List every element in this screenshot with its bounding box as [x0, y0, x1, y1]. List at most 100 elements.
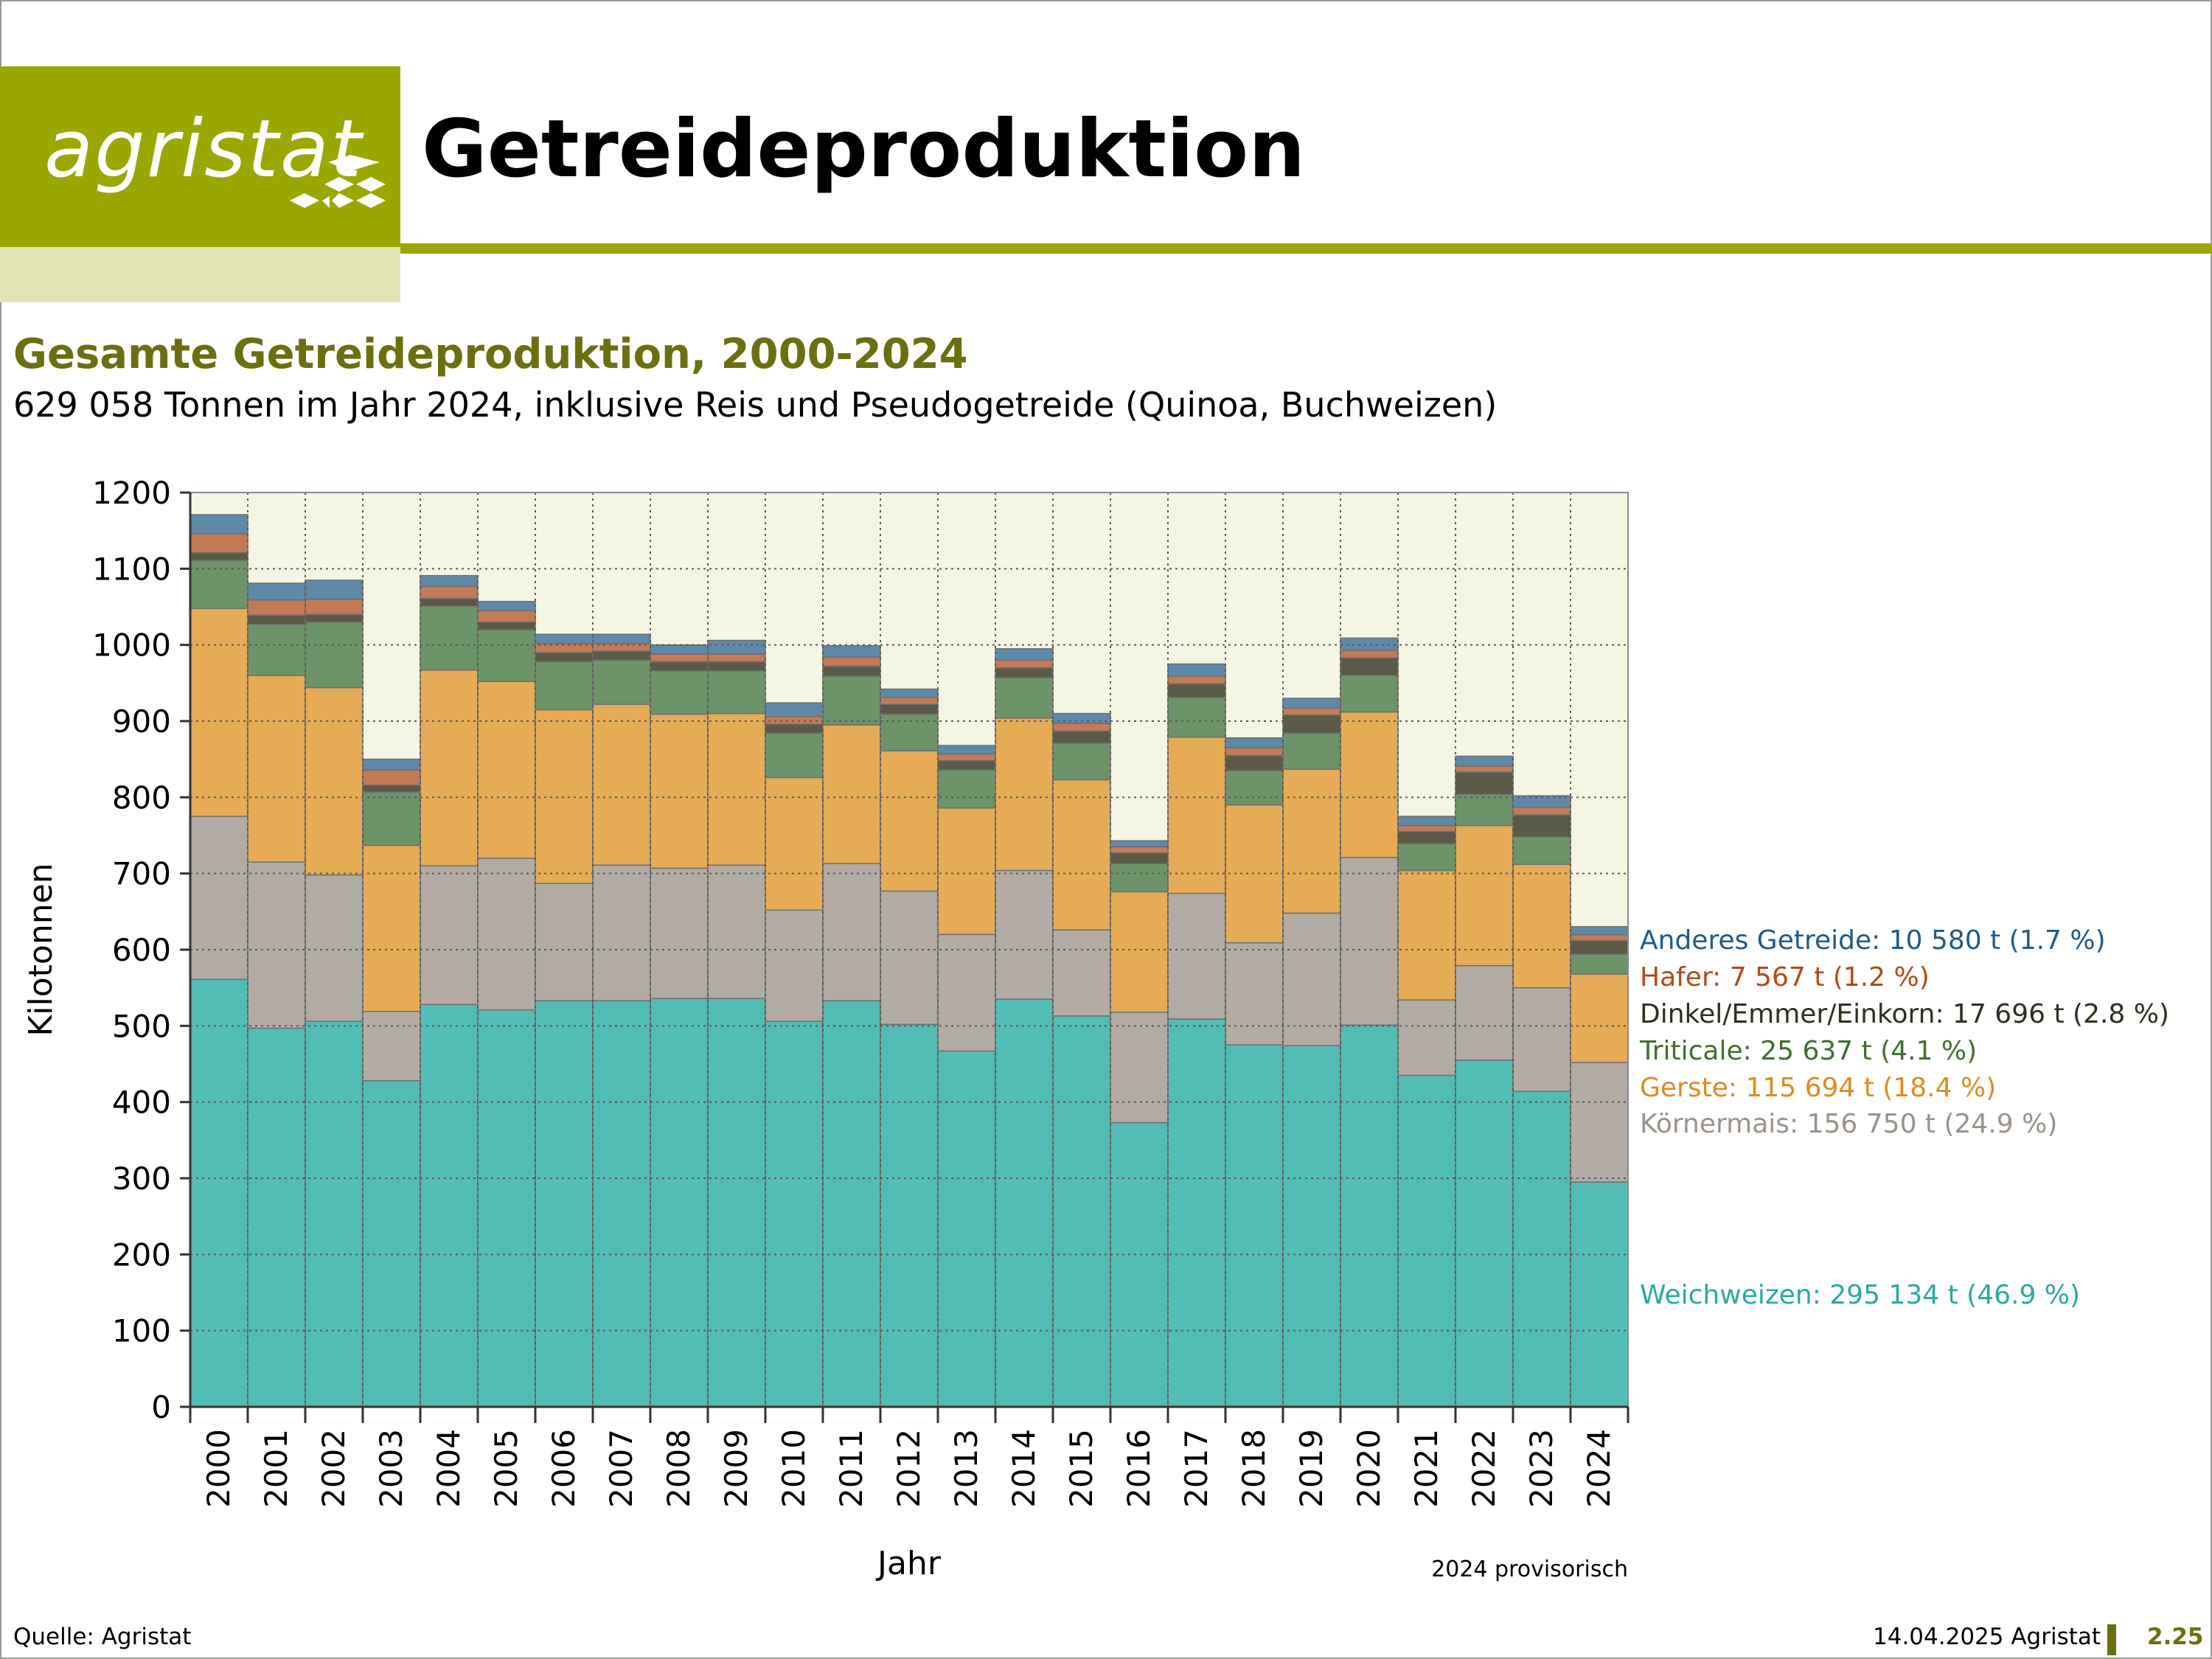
bar-segment: [189, 815, 248, 981]
bar-segment: [995, 667, 1054, 678]
legend-entry: Hafer: 7 567 t (1.2 %): [1640, 962, 1930, 992]
bar-segment: [420, 605, 479, 671]
bar-segment: [1052, 723, 1111, 732]
bar-segment: [535, 1000, 594, 1408]
bar-segment: [1397, 869, 1456, 1001]
bar-segment: [305, 580, 364, 600]
bar-segment: [1340, 637, 1399, 651]
bar-segment: [1455, 824, 1514, 967]
bar-segment: [189, 608, 248, 817]
bar-segment: [420, 669, 479, 867]
legend-entry: Triticale: 25 637 t (4.1 %): [1639, 1036, 1977, 1066]
bar-segment: [1110, 863, 1169, 893]
bar-segment: [1570, 1181, 1629, 1408]
bar-segment: [1110, 840, 1169, 848]
bar-segment: [1225, 942, 1284, 1046]
bar-segment: [535, 883, 594, 1001]
x-tick-label: 2023: [1523, 1429, 1559, 1508]
bar-segment: [880, 750, 939, 892]
bar-segment: [420, 597, 479, 607]
bar-segment: [1397, 831, 1456, 845]
x-tick-label: 2011: [833, 1429, 869, 1508]
bar-segment: [1052, 742, 1111, 781]
x-tick-label: 2008: [661, 1429, 697, 1508]
provisional-note: 2024 provisorisch: [1431, 1557, 1628, 1582]
bar-segment: [937, 807, 996, 936]
bar-segment: [247, 675, 306, 863]
bar-segment: [592, 650, 651, 661]
bar-segment: [247, 614, 306, 625]
bar-segment: [1167, 683, 1226, 698]
bar-segment: [1397, 999, 1456, 1077]
bar-segment: [420, 585, 479, 599]
bar-segment: [1455, 771, 1514, 795]
y-tick-label: 1200: [92, 475, 171, 511]
bar-segment: [1397, 824, 1456, 832]
bar-segment: [1110, 1011, 1169, 1124]
bar-segment: [362, 785, 421, 793]
header-rule: [400, 243, 2212, 254]
x-tick-label: 2016: [1121, 1429, 1157, 1508]
x-tick-label: 2015: [1063, 1429, 1099, 1508]
bar-segment: [189, 978, 248, 1408]
bar-segment: [1167, 675, 1226, 685]
chart-subline: 629 058 Tonnen im Jahr 2024, inklusive R…: [13, 385, 1498, 425]
legend-entry: Weichweizen: 295 134 t (46.9 %): [1640, 1280, 2080, 1310]
x-tick-label: 2024: [1581, 1429, 1617, 1508]
bar-segment: [937, 759, 996, 771]
bar-segment: [1397, 815, 1456, 827]
bar-segment: [535, 661, 594, 711]
bar-segment: [1512, 807, 1571, 815]
bar-segment: [1340, 711, 1399, 858]
bar-segment: [650, 644, 709, 655]
bar-segment: [1052, 712, 1111, 724]
bar-segment: [1282, 698, 1341, 709]
x-axis-title: Jahr: [875, 1545, 942, 1582]
bar-segment: [362, 1079, 421, 1408]
bar-segment: [1225, 804, 1284, 944]
y-axis-title: Kilotonnen: [22, 863, 60, 1036]
bar-segment: [1282, 714, 1341, 734]
bar-segment: [937, 745, 996, 755]
bar-segment: [1455, 755, 1514, 767]
bar-segment: [305, 686, 364, 876]
legend-entry: Gerste: 115 694 t (18.4 %): [1640, 1073, 1996, 1103]
x-tick-label: 2001: [258, 1429, 294, 1508]
bar-segment: [822, 656, 881, 667]
bar-segment: [592, 864, 651, 1001]
bar-segment: [477, 681, 536, 859]
x-tick-label: 2021: [1408, 1429, 1444, 1508]
bar-segment: [247, 861, 306, 1029]
logo-diamond-icon: [290, 155, 386, 208]
bar-segment: [362, 758, 421, 771]
bar-segment: [477, 610, 536, 623]
y-tick-label: 700: [112, 856, 171, 892]
bar-segment: [362, 791, 421, 846]
legend-entry: Körnermais: 156 750 t (24.9 %): [1640, 1109, 2057, 1139]
bar-segment: [1455, 1060, 1514, 1408]
bar-segment: [1282, 732, 1341, 770]
bar-segment: [822, 863, 881, 1001]
bar-segment: [1455, 765, 1514, 773]
bar-segment: [822, 675, 881, 726]
bar-segment: [1512, 1091, 1571, 1408]
bar-segment: [1570, 973, 1629, 1063]
bar-segment: [1512, 987, 1571, 1092]
bar-segment: [707, 864, 766, 999]
bar-segment: [880, 713, 939, 752]
y-tick-label: 900: [112, 703, 171, 740]
bar-segment: [707, 653, 766, 663]
logo-underlay: [0, 247, 400, 302]
bar-segment: [1167, 1018, 1226, 1408]
chart-subtitle: Gesamte Getreideproduktion, 2000-2024: [13, 330, 968, 378]
source-note: Quelle: Agristat: [13, 1624, 192, 1650]
bar-segment: [1110, 846, 1169, 854]
bar-segment: [650, 998, 709, 1408]
x-tick-label: 2013: [948, 1429, 984, 1508]
bar-segment: [765, 716, 824, 725]
bar-segment: [305, 621, 364, 689]
bar-segment: [650, 670, 709, 715]
bar-segment: [477, 858, 536, 1011]
bar-segment: [535, 633, 594, 644]
bar-segment: [937, 933, 996, 1052]
